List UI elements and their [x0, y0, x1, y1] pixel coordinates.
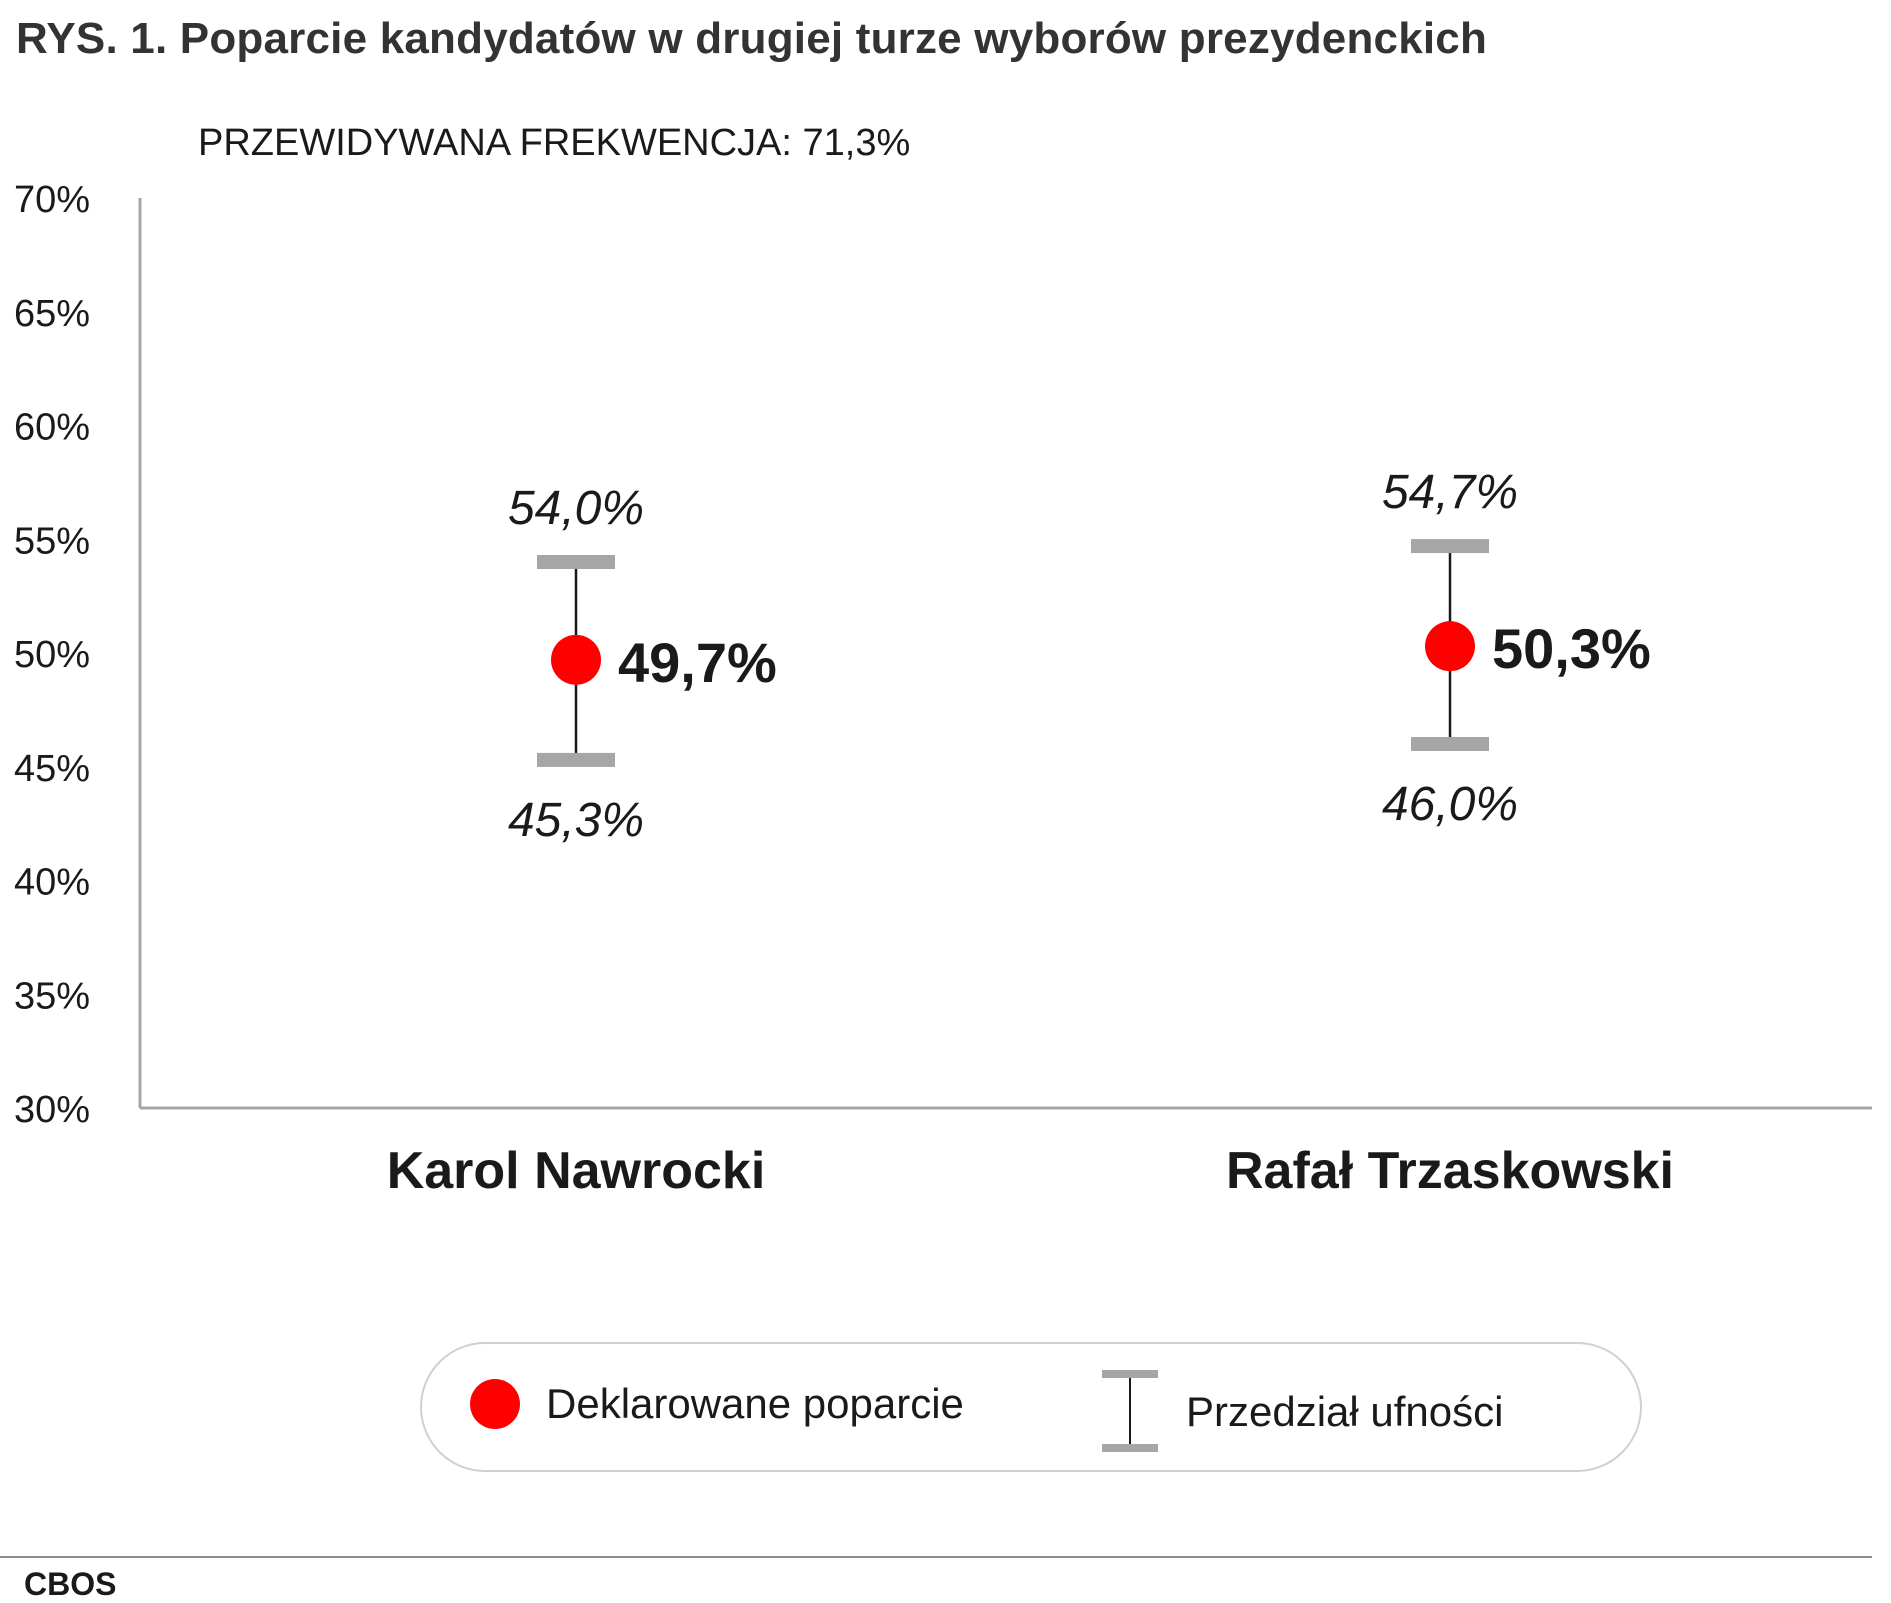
y-tick-label: 45% — [14, 748, 90, 790]
confidence-interval-icon — [1102, 1370, 1158, 1452]
y-tick-label: 55% — [14, 520, 90, 562]
chart-legend: Deklarowane poparcie Przedział ufności — [420, 1342, 1642, 1472]
source-label: CBOS — [24, 1566, 117, 1602]
ci-upper-cap — [537, 555, 615, 569]
support-point — [1425, 621, 1475, 672]
ci-lower-cap — [1411, 737, 1489, 751]
footer-divider — [0, 1556, 1872, 1558]
y-tick-label: 60% — [14, 407, 90, 449]
value-label: 50,3% — [1492, 617, 1651, 680]
ci-lower-label: 45,3% — [508, 794, 644, 847]
y-tick-label: 40% — [14, 862, 90, 904]
y-tick-label: 70% — [14, 179, 90, 221]
category-label: Karol Nawrocki — [387, 1142, 766, 1200]
chart-subtitle: PRZEWIDYWANA FREKWENCJA: 71,3% — [198, 122, 911, 164]
ci-upper-label: 54,0% — [508, 482, 644, 535]
ci-lower-label: 46,0% — [1382, 778, 1518, 831]
y-tick-label: 35% — [14, 975, 90, 1017]
y-tick-label: 65% — [14, 293, 90, 335]
value-label: 49,7% — [618, 631, 777, 694]
y-tick-label: 30% — [14, 1089, 90, 1131]
y-tick-label: 50% — [14, 634, 90, 676]
chart-plot: 30% 35% 40% 45% 50% 55% 60% 65% 70% 54,0% 45,3% 49,… — [14, 179, 1872, 1200]
legend-label-declared-support: Deklarowane poparcie — [546, 1380, 964, 1427]
ci-upper-cap — [1411, 539, 1489, 554]
support-point — [551, 634, 601, 685]
legend-label-confidence-interval: Przedział ufności — [1186, 1388, 1504, 1435]
ci-lower-cap — [537, 752, 615, 767]
red-dot-icon — [470, 1379, 520, 1429]
chart-title: RYS. 1. Poparcie kandydatów w drugiej tu… — [16, 14, 1488, 63]
category-label: Rafał Trzaskowski — [1226, 1142, 1674, 1200]
ci-upper-label: 54,7% — [1382, 466, 1518, 519]
